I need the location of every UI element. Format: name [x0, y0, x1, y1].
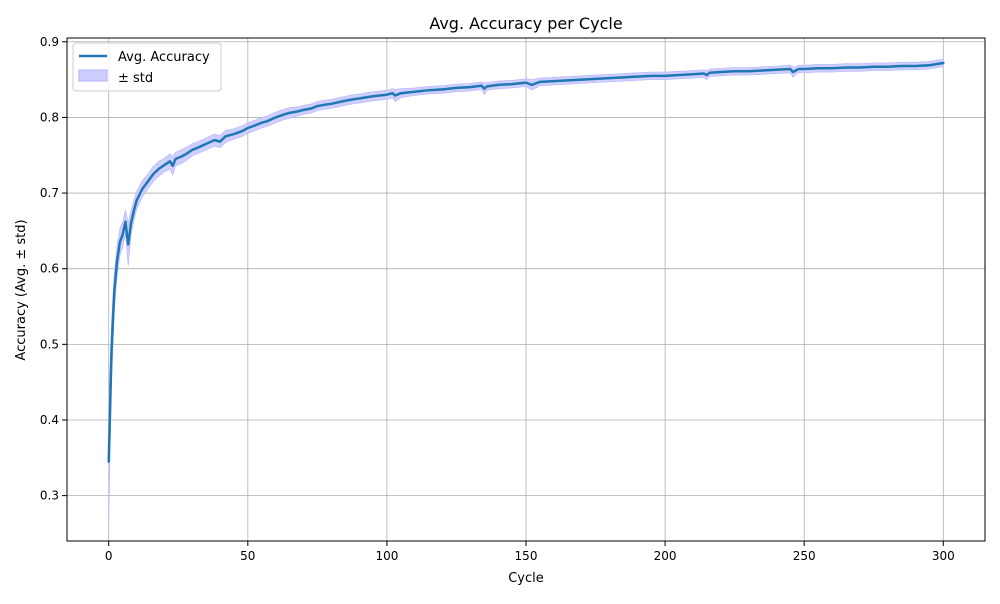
x-tick-label: 300 [932, 549, 955, 563]
legend-label-accuracy: Avg. Accuracy [118, 50, 210, 65]
x-tick-label: 0 [105, 549, 113, 563]
x-tick-label: 50 [240, 549, 255, 563]
x-tick-label: 200 [654, 549, 677, 563]
y-tick-label: 0.7 [40, 186, 59, 200]
legend-box [72, 42, 222, 92]
y-ticks: 0.3 0.4 0.5 0.6 0.7 0.8 0.9 [40, 35, 67, 503]
legend: Avg. Accuracy ± std [72, 42, 222, 92]
x-axis-label: Cycle [508, 571, 544, 586]
x-tick-label: 100 [375, 549, 398, 563]
accuracy-line-layer [107, 61, 945, 463]
y-tick-label: 0.3 [40, 489, 59, 503]
y-tick-label: 0.6 [40, 262, 59, 276]
std-band [108, 58, 944, 523]
y-tick-label: 0.8 [40, 110, 59, 124]
x-tick-label: 250 [793, 549, 816, 563]
y-tick-label: 0.5 [40, 337, 59, 351]
grid-layer [67, 38, 985, 541]
legend-band-swatch [78, 69, 108, 82]
y-tick-label: 0.9 [40, 35, 59, 49]
y-tick-label: 0.4 [40, 413, 59, 427]
x-ticks: 0 50 100 150 200 250 300 [105, 541, 955, 563]
x-tick-label: 150 [515, 549, 538, 563]
accuracy-line [107, 61, 945, 463]
std-band-layer [108, 58, 944, 523]
y-axis-label: Accuracy (Avg. ± std) [14, 219, 29, 360]
chart-title: Avg. Accuracy per Cycle [429, 14, 622, 33]
legend-label-std: ± std [118, 71, 153, 86]
